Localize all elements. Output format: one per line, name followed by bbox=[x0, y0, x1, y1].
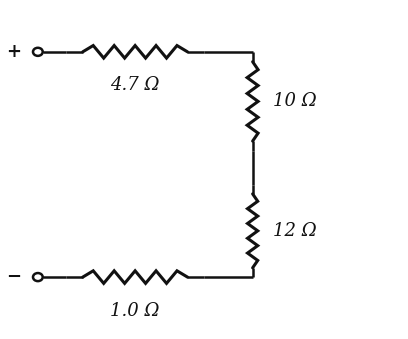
Text: 12 Ω: 12 Ω bbox=[273, 222, 317, 240]
Text: 10 Ω: 10 Ω bbox=[273, 93, 317, 111]
Text: 4.7 Ω: 4.7 Ω bbox=[111, 76, 160, 95]
Text: −: − bbox=[6, 268, 21, 286]
Text: 1.0 Ω: 1.0 Ω bbox=[111, 302, 160, 320]
Text: +: + bbox=[6, 43, 21, 61]
